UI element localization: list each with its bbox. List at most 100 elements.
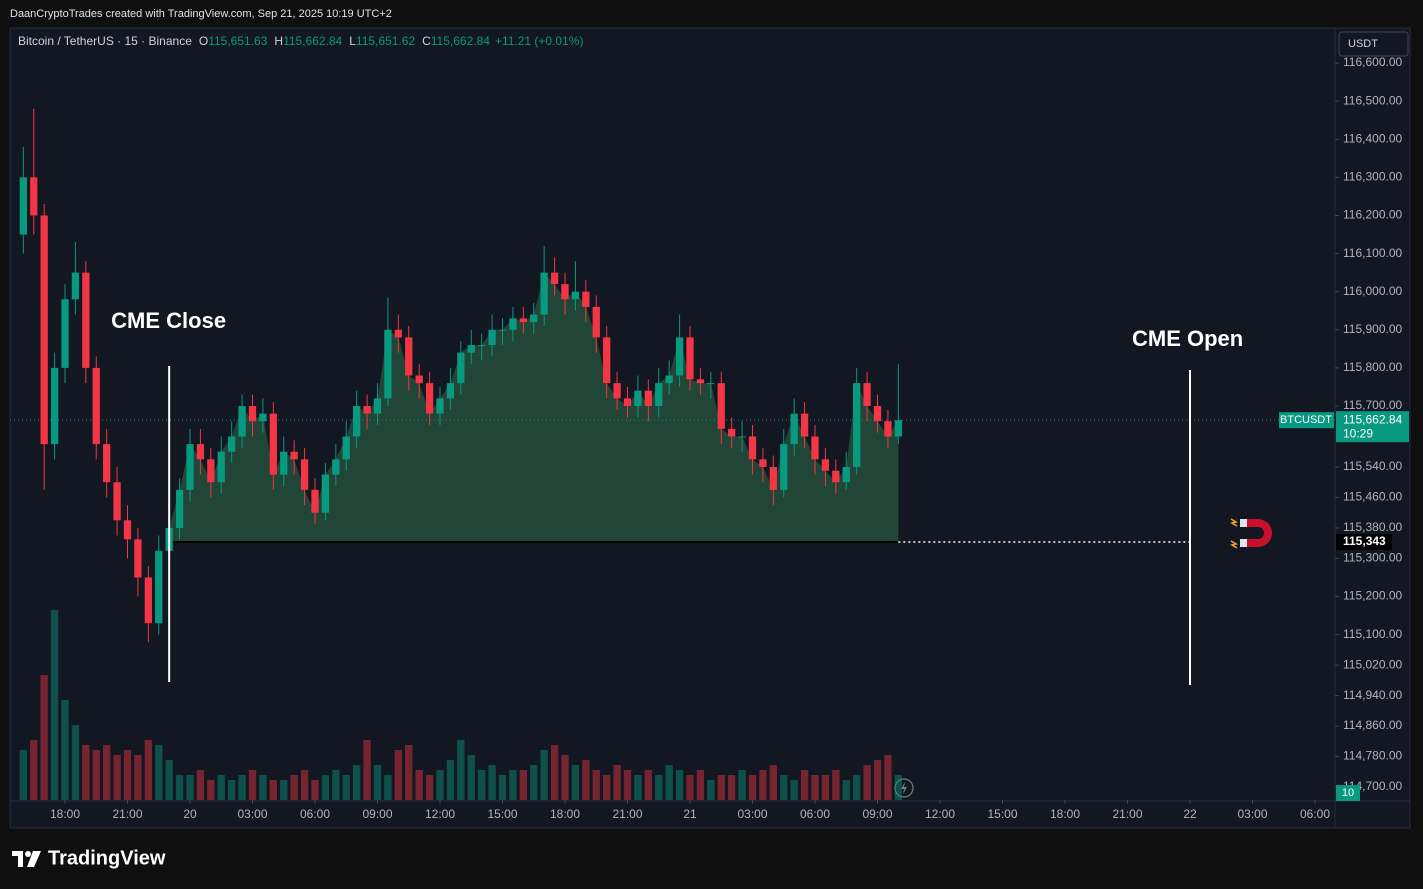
volume-bar: [363, 740, 371, 800]
volume-bar: [842, 780, 850, 800]
candle-body: [853, 383, 861, 467]
candle-body: [790, 413, 798, 445]
volume-bar: [655, 775, 663, 800]
candle-body: [373, 398, 382, 414]
x-tick-label: 03:00: [737, 807, 767, 821]
gap-level-label: 115,343: [1343, 534, 1386, 548]
y-tick-label: 115,700.00: [1343, 398, 1402, 412]
volume-bar: [686, 775, 694, 800]
volume-bar: [561, 755, 569, 800]
volume-bar: [144, 740, 152, 800]
last-price-label: 115,662.84: [1343, 412, 1402, 426]
volume-bar: [675, 770, 684, 800]
replay-icon[interactable]: [894, 778, 914, 798]
candle-body: [675, 337, 684, 376]
volume-bar: [259, 775, 267, 800]
candle-body: [321, 474, 330, 513]
candle-body: [759, 459, 767, 467]
candle-body: [196, 444, 205, 460]
volume-bar: [592, 770, 600, 800]
volume-bar: [353, 765, 361, 800]
candle-body: [269, 413, 277, 475]
candle-body: [832, 470, 840, 483]
candle-body: [353, 405, 361, 437]
candle-body: [134, 539, 142, 578]
candle-body: [478, 345, 486, 347]
candle-body: [769, 466, 777, 490]
volume-bar: [457, 740, 465, 800]
volume-bar: [436, 770, 444, 800]
x-tick-label: 12:00: [925, 807, 955, 821]
change: +11.21 (+0.01%): [495, 34, 584, 48]
volume-bar: [405, 745, 413, 800]
candle-body: [530, 314, 538, 323]
x-tick-label: 15:00: [987, 807, 1017, 821]
candle-body: [603, 337, 611, 384]
y-tick-label: 114,860.00: [1343, 718, 1402, 732]
volume-bar: [332, 770, 340, 800]
volume-bar: [40, 675, 48, 800]
volume-bar: [50, 610, 59, 800]
candle-body: [780, 444, 788, 490]
magnet-icon: [1230, 518, 1272, 549]
candle-body: [103, 444, 111, 483]
volume-bar: [509, 770, 517, 800]
volume-bar: [613, 765, 621, 800]
volume-bar: [300, 770, 309, 800]
volume-bar: [207, 780, 215, 800]
volume-bar: [644, 770, 652, 800]
y-tick-label: 114,940.00: [1343, 688, 1402, 702]
volume-bar: [196, 770, 205, 800]
volume-bar: [186, 775, 194, 800]
y-tick-label: 115,100.00: [1343, 627, 1402, 641]
y-tick-label: 116,000.00: [1343, 284, 1402, 298]
volume-bar: [790, 780, 798, 800]
candle-body: [634, 390, 642, 406]
candle-body: [592, 306, 600, 338]
volume-bar: [155, 745, 163, 800]
candle-body: [894, 420, 902, 437]
annotation-text: CME Open: [1132, 326, 1243, 351]
x-tick-label: 21:00: [612, 807, 642, 821]
candle-body: [248, 405, 257, 422]
candle-body: [92, 367, 100, 445]
candle-body: [842, 466, 850, 483]
candle-body: [384, 329, 392, 399]
candle-body: [259, 413, 267, 422]
candle-body: [665, 375, 673, 384]
volume-bar: [853, 775, 861, 800]
volume-bar: [82, 745, 90, 800]
candle-body: [207, 459, 215, 483]
volume-bar: [603, 775, 611, 800]
volume-bar: [342, 775, 350, 800]
volume-bar: [92, 750, 100, 800]
volume-bar: [248, 770, 257, 800]
volume-bar: [832, 770, 840, 800]
candle-body: [175, 489, 184, 528]
volume-bar: [623, 770, 632, 800]
y-tick-label: 116,400.00: [1343, 131, 1402, 145]
volume-bar: [321, 775, 330, 800]
volume-bar: [478, 770, 486, 800]
x-tick-label: 21:00: [1112, 807, 1142, 821]
volume-bar: [394, 750, 402, 800]
y-tick-label: 116,300.00: [1343, 170, 1402, 184]
candle-body: [82, 272, 90, 368]
candle-body: [155, 550, 163, 624]
candle-body: [519, 318, 527, 323]
x-tick-label: 09:00: [862, 807, 892, 821]
currency-box[interactable]: [1338, 31, 1409, 57]
x-tick-label: 18:00: [50, 807, 80, 821]
candle-body: [540, 272, 548, 315]
gap-level-box: [1336, 534, 1392, 551]
ohlc-prefix: O: [199, 34, 208, 48]
y-tick-label: 115,900.00: [1343, 322, 1402, 336]
currency[interactable]: USDT: [1348, 38, 1378, 50]
candle-body: [300, 459, 309, 490]
candle-body: [498, 329, 507, 331]
y-tick-label: 115,800.00: [1343, 360, 1402, 374]
volume-bar: [71, 725, 80, 800]
candle-body: [311, 489, 319, 513]
symbol-title: Bitcoin / TetherUS · 15 · Binance: [18, 34, 192, 48]
